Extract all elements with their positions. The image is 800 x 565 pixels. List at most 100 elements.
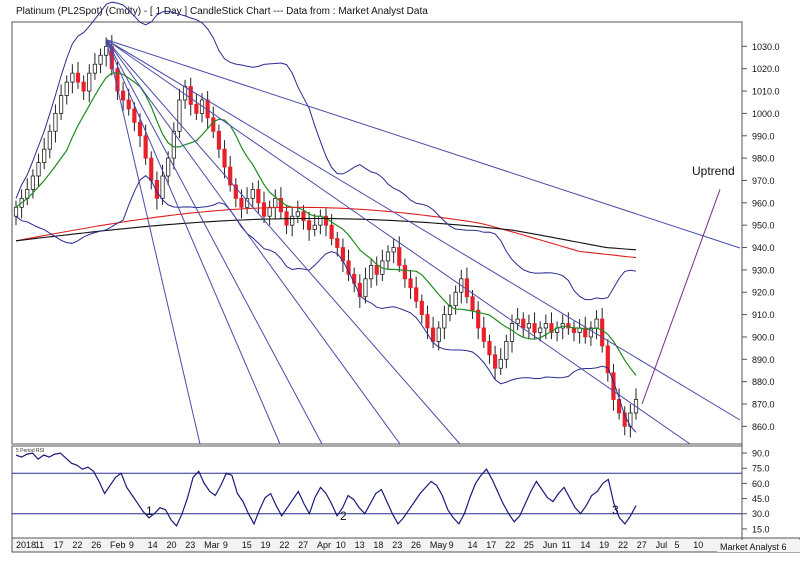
date-tick-label: 27 bbox=[637, 540, 647, 550]
date-tick-label: 26 bbox=[411, 540, 421, 550]
date-tick-label: 19 bbox=[599, 540, 609, 550]
candle-up bbox=[594, 318, 599, 329]
candle-down bbox=[521, 318, 526, 329]
candle-down bbox=[408, 278, 413, 289]
date-tick-label: 17 bbox=[54, 540, 64, 550]
date-tick-label: Mar bbox=[204, 540, 220, 550]
candle-up bbox=[267, 206, 272, 217]
gann-fan-line bbox=[105, 39, 201, 445]
date-tick-label: 2018 bbox=[16, 540, 36, 550]
date-tick-label: Apr bbox=[317, 540, 331, 550]
candle-up bbox=[13, 206, 19, 217]
rsi-tick-label: 30.0 bbox=[752, 509, 770, 519]
candle-up bbox=[47, 130, 52, 150]
candle-up bbox=[312, 224, 317, 231]
gann-fan-line bbox=[106, 39, 741, 249]
candle-down bbox=[137, 121, 143, 137]
candle-up bbox=[273, 197, 278, 208]
candle-down bbox=[329, 224, 334, 239]
date-tick-label: 25 bbox=[524, 540, 534, 550]
candle-down bbox=[256, 189, 261, 204]
candle-down bbox=[233, 184, 238, 199]
candle-down bbox=[605, 345, 610, 374]
candle-down bbox=[222, 148, 227, 168]
date-tick-label: 13 bbox=[355, 540, 365, 550]
price-tick-label: 980.0 bbox=[752, 154, 775, 164]
candle-down bbox=[301, 211, 306, 222]
candle-down bbox=[149, 157, 154, 181]
candle-down bbox=[239, 197, 244, 208]
date-tick-label: 9 bbox=[129, 540, 134, 550]
rsi-tick-label: 45.0 bbox=[752, 494, 770, 504]
candle-down bbox=[306, 220, 312, 231]
price-tick-label: 950.0 bbox=[752, 221, 775, 231]
candle-up bbox=[36, 162, 41, 177]
candle-up bbox=[515, 318, 520, 324]
candle-up bbox=[30, 175, 35, 190]
rsi-tick-label: 90.0 bbox=[752, 449, 770, 459]
candle-up bbox=[104, 45, 109, 56]
sma-black-line bbox=[15, 217, 637, 251]
date-tick-label: May bbox=[430, 540, 448, 550]
candle-down bbox=[481, 327, 486, 342]
candle-up bbox=[363, 278, 368, 298]
price-tick-label: 1000.0 bbox=[752, 109, 780, 119]
candle-down bbox=[194, 104, 199, 114]
candle-down bbox=[476, 309, 481, 329]
candle-down bbox=[583, 327, 588, 338]
price-layer bbox=[13, 1, 741, 445]
candle-up bbox=[166, 157, 171, 177]
gann-fan-line bbox=[105, 39, 461, 445]
candle-up bbox=[498, 358, 503, 369]
candle-up bbox=[70, 72, 75, 83]
candle-down bbox=[600, 318, 605, 347]
candle-up bbox=[92, 63, 98, 74]
brand-label: Market Analyst 6 bbox=[720, 542, 787, 552]
rsi-label: 5 Period RSI bbox=[16, 448, 44, 454]
price-tick-label: 940.0 bbox=[752, 243, 775, 253]
price-tick-label: 1020.0 bbox=[752, 64, 780, 74]
candle-down bbox=[188, 86, 193, 105]
candle-up bbox=[453, 291, 458, 307]
candle-up bbox=[53, 113, 58, 132]
bollinger-upper-line bbox=[15, 1, 637, 301]
candle-down bbox=[470, 296, 475, 311]
candle-down bbox=[374, 265, 379, 275]
date-tick-label: 10 bbox=[336, 540, 346, 550]
candle-up bbox=[59, 95, 64, 114]
candle-up bbox=[98, 54, 103, 65]
candle-down bbox=[228, 166, 233, 186]
candle-down bbox=[414, 287, 419, 302]
candle-up bbox=[543, 323, 548, 329]
candle-down bbox=[143, 135, 148, 159]
date-tick-label: 20 bbox=[166, 540, 176, 550]
rsi-layer bbox=[12, 452, 742, 527]
candle-down bbox=[430, 327, 436, 342]
candle-down bbox=[211, 117, 216, 132]
candle-up bbox=[385, 251, 391, 262]
gann-fan-line bbox=[105, 39, 691, 445]
candle-down bbox=[126, 99, 131, 110]
candle-up bbox=[436, 327, 441, 342]
candle-down bbox=[216, 130, 222, 150]
date-axis-bar bbox=[11, 537, 800, 553]
date-tick-label: 9 bbox=[223, 540, 228, 550]
rsi-divergence-label-1: 1 bbox=[146, 504, 153, 518]
bollinger-lower-line bbox=[15, 175, 637, 433]
rsi-tick-label: 60.0 bbox=[752, 479, 770, 489]
date-tick-label: Feb bbox=[110, 540, 126, 550]
candle-down bbox=[121, 90, 126, 101]
date-tick-label: 15 bbox=[242, 540, 252, 550]
gann-fan-line bbox=[105, 39, 323, 445]
price-tick-label: 910.0 bbox=[752, 310, 775, 320]
price-tick-label: 1030.0 bbox=[752, 42, 780, 52]
date-tick-label: 18 bbox=[373, 540, 383, 550]
date-tick-label: 14 bbox=[467, 540, 477, 550]
candle-down bbox=[75, 72, 81, 83]
price-tick-label: 880.0 bbox=[752, 377, 775, 387]
candle-down bbox=[132, 108, 137, 123]
date-tick-label: 14 bbox=[148, 540, 158, 550]
candle-down bbox=[397, 247, 402, 266]
candle-down bbox=[323, 215, 329, 226]
